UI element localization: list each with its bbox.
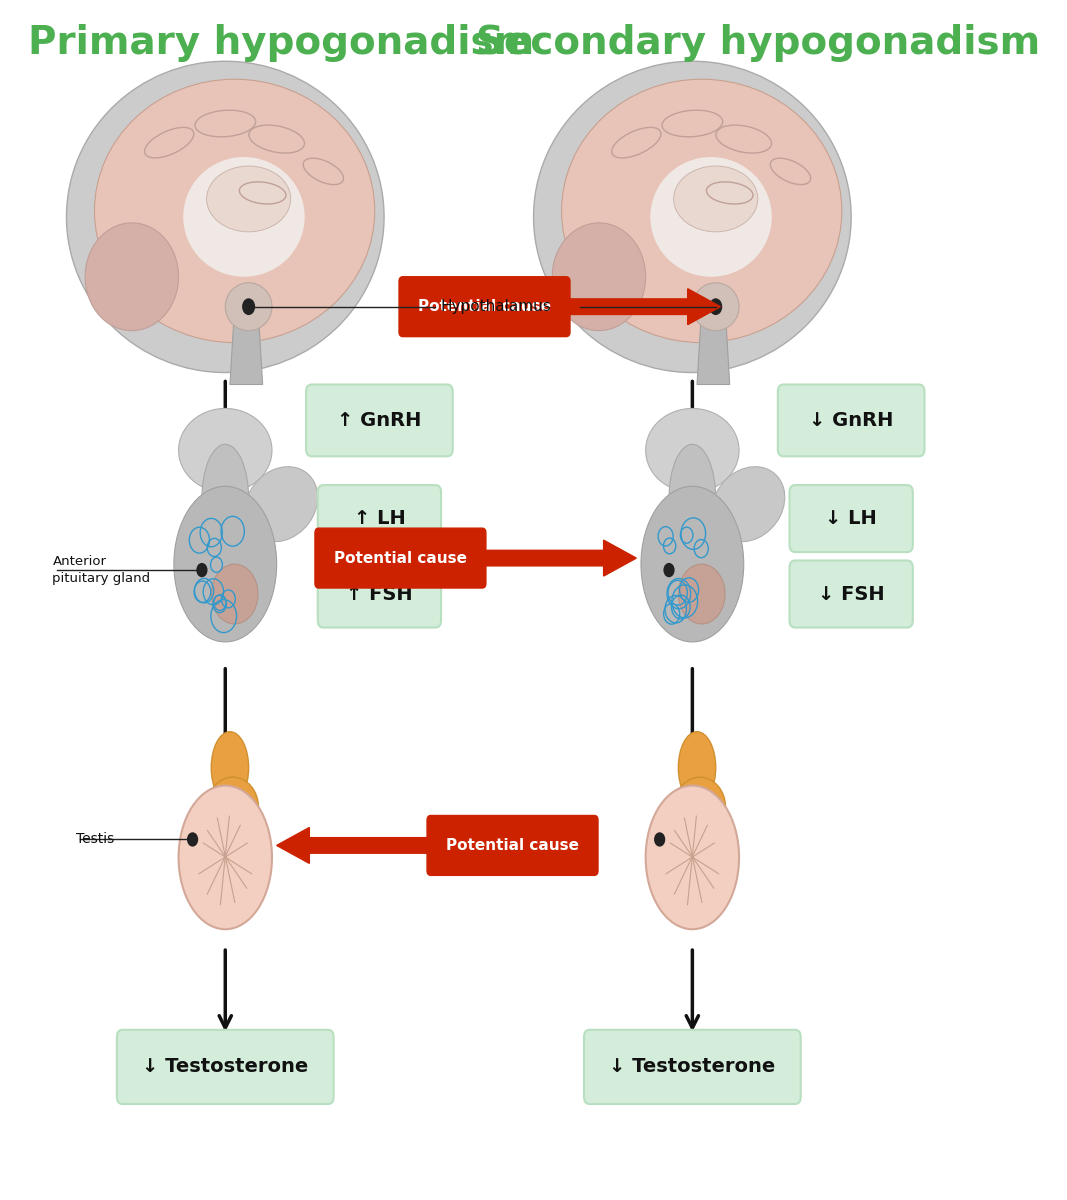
FancyBboxPatch shape	[399, 277, 570, 337]
Text: Testis: Testis	[76, 833, 114, 846]
Ellipse shape	[692, 283, 739, 331]
Circle shape	[242, 299, 255, 316]
Ellipse shape	[561, 79, 842, 342]
Text: Potential cause: Potential cause	[334, 551, 467, 565]
Ellipse shape	[178, 408, 272, 492]
Ellipse shape	[646, 786, 739, 929]
Text: Secondary hypogonadism: Secondary hypogonadism	[476, 24, 1040, 62]
Text: Primary hypogonadism: Primary hypogonadism	[28, 24, 535, 62]
Circle shape	[196, 563, 207, 577]
FancyBboxPatch shape	[306, 384, 452, 456]
Ellipse shape	[674, 778, 726, 838]
FancyBboxPatch shape	[584, 1030, 800, 1104]
FancyBboxPatch shape	[778, 384, 924, 456]
FancyBboxPatch shape	[315, 528, 485, 588]
Polygon shape	[697, 307, 730, 384]
Text: ↑ GnRH: ↑ GnRH	[337, 410, 421, 430]
Ellipse shape	[534, 61, 851, 372]
Ellipse shape	[202, 444, 249, 552]
Ellipse shape	[650, 157, 771, 277]
Text: Potential cause: Potential cause	[446, 838, 579, 853]
Text: Anterior
pituitary gland: Anterior pituitary gland	[52, 556, 150, 586]
Ellipse shape	[553, 223, 646, 331]
Ellipse shape	[673, 166, 758, 232]
Ellipse shape	[85, 223, 178, 331]
Text: ↑ FSH: ↑ FSH	[346, 584, 413, 604]
Circle shape	[187, 833, 198, 847]
Ellipse shape	[66, 61, 384, 372]
Text: ↓ FSH: ↓ FSH	[817, 584, 885, 604]
Ellipse shape	[211, 732, 249, 804]
Text: Hypothalamus: Hypothalamus	[440, 299, 551, 314]
Ellipse shape	[225, 283, 272, 331]
FancyArrow shape	[276, 828, 431, 863]
FancyBboxPatch shape	[427, 816, 598, 875]
Ellipse shape	[207, 166, 290, 232]
Circle shape	[664, 563, 674, 577]
FancyArrow shape	[567, 289, 720, 325]
FancyBboxPatch shape	[790, 485, 913, 552]
Text: Potential cause: Potential cause	[418, 299, 551, 314]
Ellipse shape	[679, 564, 726, 624]
FancyArrow shape	[482, 540, 636, 576]
Polygon shape	[230, 307, 262, 384]
Ellipse shape	[207, 778, 258, 838]
FancyBboxPatch shape	[318, 485, 441, 552]
Ellipse shape	[174, 486, 276, 642]
Ellipse shape	[245, 467, 318, 541]
Text: ↑ LH: ↑ LH	[353, 509, 405, 528]
Ellipse shape	[95, 79, 375, 342]
Ellipse shape	[184, 157, 305, 277]
Text: ↓ Testosterone: ↓ Testosterone	[609, 1057, 776, 1076]
Ellipse shape	[646, 408, 739, 492]
Ellipse shape	[712, 467, 785, 541]
FancyBboxPatch shape	[117, 1030, 334, 1104]
FancyBboxPatch shape	[790, 560, 913, 628]
FancyBboxPatch shape	[318, 560, 441, 628]
Circle shape	[654, 833, 665, 847]
Ellipse shape	[679, 732, 716, 804]
Text: ↓ Testosterone: ↓ Testosterone	[142, 1057, 308, 1076]
Text: ↓ LH: ↓ LH	[825, 509, 877, 528]
Circle shape	[710, 299, 722, 316]
Ellipse shape	[641, 486, 744, 642]
Ellipse shape	[211, 564, 258, 624]
Text: ↓ GnRH: ↓ GnRH	[809, 410, 893, 430]
Ellipse shape	[669, 444, 716, 552]
Ellipse shape	[178, 786, 272, 929]
